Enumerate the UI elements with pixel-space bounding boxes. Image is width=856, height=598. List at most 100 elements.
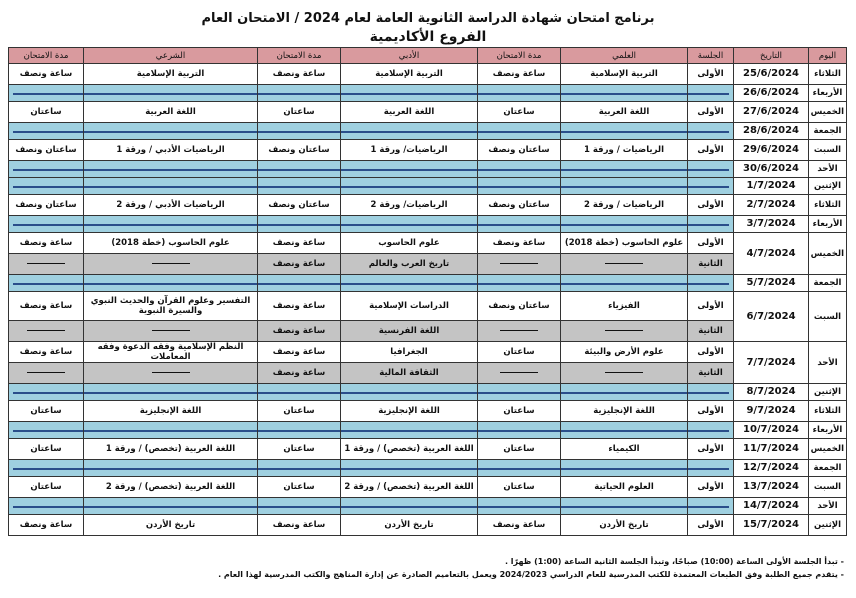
day-cell: الثلاثاء <box>808 400 847 422</box>
sharia-duration-cell: ساعتان <box>8 101 84 123</box>
dash <box>151 330 190 331</box>
day-cell: الأربعاء <box>808 421 847 439</box>
scientific-subject-cell: العلوم الحياتية <box>560 476 688 498</box>
date-cell: 2/7/2024 <box>733 194 809 216</box>
no-exam-row: الأربعاء 10/7/2024 <box>8 421 847 439</box>
column-header: العلمي <box>560 47 688 64</box>
notes: - تبدأ الجلسة الأولى الساعة (10:00) صباح… <box>218 557 844 583</box>
literary-subject-cell: الرياضيات/ ورقة 2 <box>340 194 478 216</box>
empty-cell <box>340 215 478 233</box>
empty-cell <box>687 122 734 140</box>
day-cell: الأحد <box>808 160 847 178</box>
no-exam-row: الأحد 30/6/2024 <box>8 160 847 178</box>
sharia-duration-cell: ساعة ونصف <box>8 63 84 85</box>
scientific-duration-cell: ساعة ونصف <box>477 63 561 85</box>
scientific-subject-cell: الرياضيات / ورقة 2 <box>560 194 688 216</box>
scientific-duration-cell: ساعتان ونصف <box>477 194 561 216</box>
empty-cell <box>687 459 734 477</box>
sharia-duration-cell: ساعتان ونصف <box>8 139 84 161</box>
exam-row: الثلاثاء 2/7/2024 الأولى الرياضيات / ورقة 2… <box>8 194 847 216</box>
empty-cell <box>477 274 561 292</box>
exam-row: الثلاثاء 9/7/2024 الأولى اللغة الإنجليزية سا… <box>8 400 847 422</box>
exam-row: الأحد 7/7/2024 الأولى علوم الأرض والبيئة ساع… <box>8 341 847 384</box>
literary-subject-cell: الجغرافيا <box>340 341 478 363</box>
exam-row: الإثنين 15/7/2024 الأولى تاريخ الأردن ساعة و… <box>8 514 847 536</box>
dash <box>151 372 190 373</box>
date-cell: 9/7/2024 <box>733 400 809 422</box>
no-exam-row: الجمعة 12/7/2024 <box>8 459 847 477</box>
empty-cell <box>687 177 734 195</box>
scientific-subject-cell: علوم الحاسوب (خطة 2018) <box>560 232 688 254</box>
day-cell: السبت <box>808 291 847 342</box>
scientific-duration-cell: ساعتان <box>477 101 561 123</box>
empty-cell <box>83 160 258 178</box>
literary-subject-cell: اللغة الإنجليزية <box>340 400 478 422</box>
day-cell: الجمعة <box>808 459 847 477</box>
sharia-duration-cell <box>8 320 84 342</box>
empty-cell <box>340 497 478 515</box>
literary-subject-cell: التربية الإسلامية <box>340 63 478 85</box>
empty-cell <box>340 84 478 102</box>
empty-cell <box>83 215 258 233</box>
exam-schedule-table: اليوم التاريخ الجلسة العلمي مدة الامتحان الأد… <box>8 47 847 536</box>
sharia-duration-cell <box>8 362 84 384</box>
sharia-subject-cell <box>83 253 258 275</box>
empty-cell <box>687 497 734 515</box>
empty-cell <box>8 383 84 401</box>
session-cell: الأولى <box>687 476 734 498</box>
empty-cell <box>8 497 84 515</box>
exam-row: السبت 29/6/2024 الأولى الرياضيات / ورقة 1 سا… <box>8 139 847 161</box>
literary-duration-cell: ساعة ونصف <box>257 320 341 342</box>
sharia-duration-cell: ساعة ونصف <box>8 341 84 363</box>
empty-cell <box>687 383 734 401</box>
empty-cell <box>8 459 84 477</box>
date-cell: 26/6/2024 <box>733 84 809 102</box>
day-cell: السبت <box>808 476 847 498</box>
no-exam-row: الأربعاء 26/6/2024 <box>8 84 847 102</box>
dash <box>27 330 65 331</box>
empty-cell <box>8 177 84 195</box>
dash <box>500 372 538 373</box>
literary-subject-cell: تاريخ الأردن <box>340 514 478 536</box>
dash <box>500 263 538 264</box>
exam-row: السبت 6/7/2024 الأولى الفيزياء ساعتان ونصف ال… <box>8 291 847 342</box>
session-cell: الأولى <box>687 438 734 460</box>
no-exam-row: الجمعة 5/7/2024 <box>8 274 847 292</box>
empty-cell <box>83 274 258 292</box>
sharia-duration-cell: ساعة ونصف <box>8 291 84 321</box>
session-cell: الثانية <box>687 362 734 384</box>
date-cell: 7/7/2024 <box>733 341 809 384</box>
empty-cell <box>687 215 734 233</box>
scientific-duration-cell: ساعتان <box>477 400 561 422</box>
day-cell: الجمعة <box>808 122 847 140</box>
date-cell: 5/7/2024 <box>733 274 809 292</box>
literary-subject-cell: اللغة العربية (تخصص) / ورقة 1 <box>340 438 478 460</box>
literary-duration-cell: ساعة ونصف <box>257 253 341 275</box>
day-cell: الجمعة <box>808 274 847 292</box>
empty-cell <box>257 459 341 477</box>
dash <box>27 263 65 264</box>
literary-duration-cell: ساعة ونصف <box>257 362 341 384</box>
exam-row: السبت 13/7/2024 الأولى العلوم الحياتية ساعتا… <box>8 476 847 498</box>
scientific-subject-cell: الكيمياء <box>560 438 688 460</box>
session-cell: الثانية <box>687 253 734 275</box>
sharia-subject-cell: اللغة العربية <box>83 101 258 123</box>
literary-subject-cell: علوم الحاسوب <box>340 232 478 254</box>
literary-subject-cell: اللغة الفرنسية <box>340 320 478 342</box>
literary-subject-cell: الدراسات الإسلامية <box>340 291 478 321</box>
empty-cell <box>257 84 341 102</box>
scientific-subject-cell: التربية الإسلامية <box>560 63 688 85</box>
sharia-subject-cell: التربية الإسلامية <box>83 63 258 85</box>
empty-cell <box>340 274 478 292</box>
empty-cell <box>560 160 688 178</box>
scientific-subject-cell: اللغة الإنجليزية <box>560 400 688 422</box>
empty-cell <box>560 122 688 140</box>
empty-cell <box>340 177 478 195</box>
date-cell: 29/6/2024 <box>733 139 809 161</box>
session-cell: الأولى <box>687 63 734 85</box>
date-cell: 15/7/2024 <box>733 514 809 536</box>
scientific-duration-cell: ساعتان <box>477 341 561 363</box>
empty-cell <box>340 122 478 140</box>
literary-subject-cell: تاريخ العرب والعالم <box>340 253 478 275</box>
empty-cell <box>340 383 478 401</box>
